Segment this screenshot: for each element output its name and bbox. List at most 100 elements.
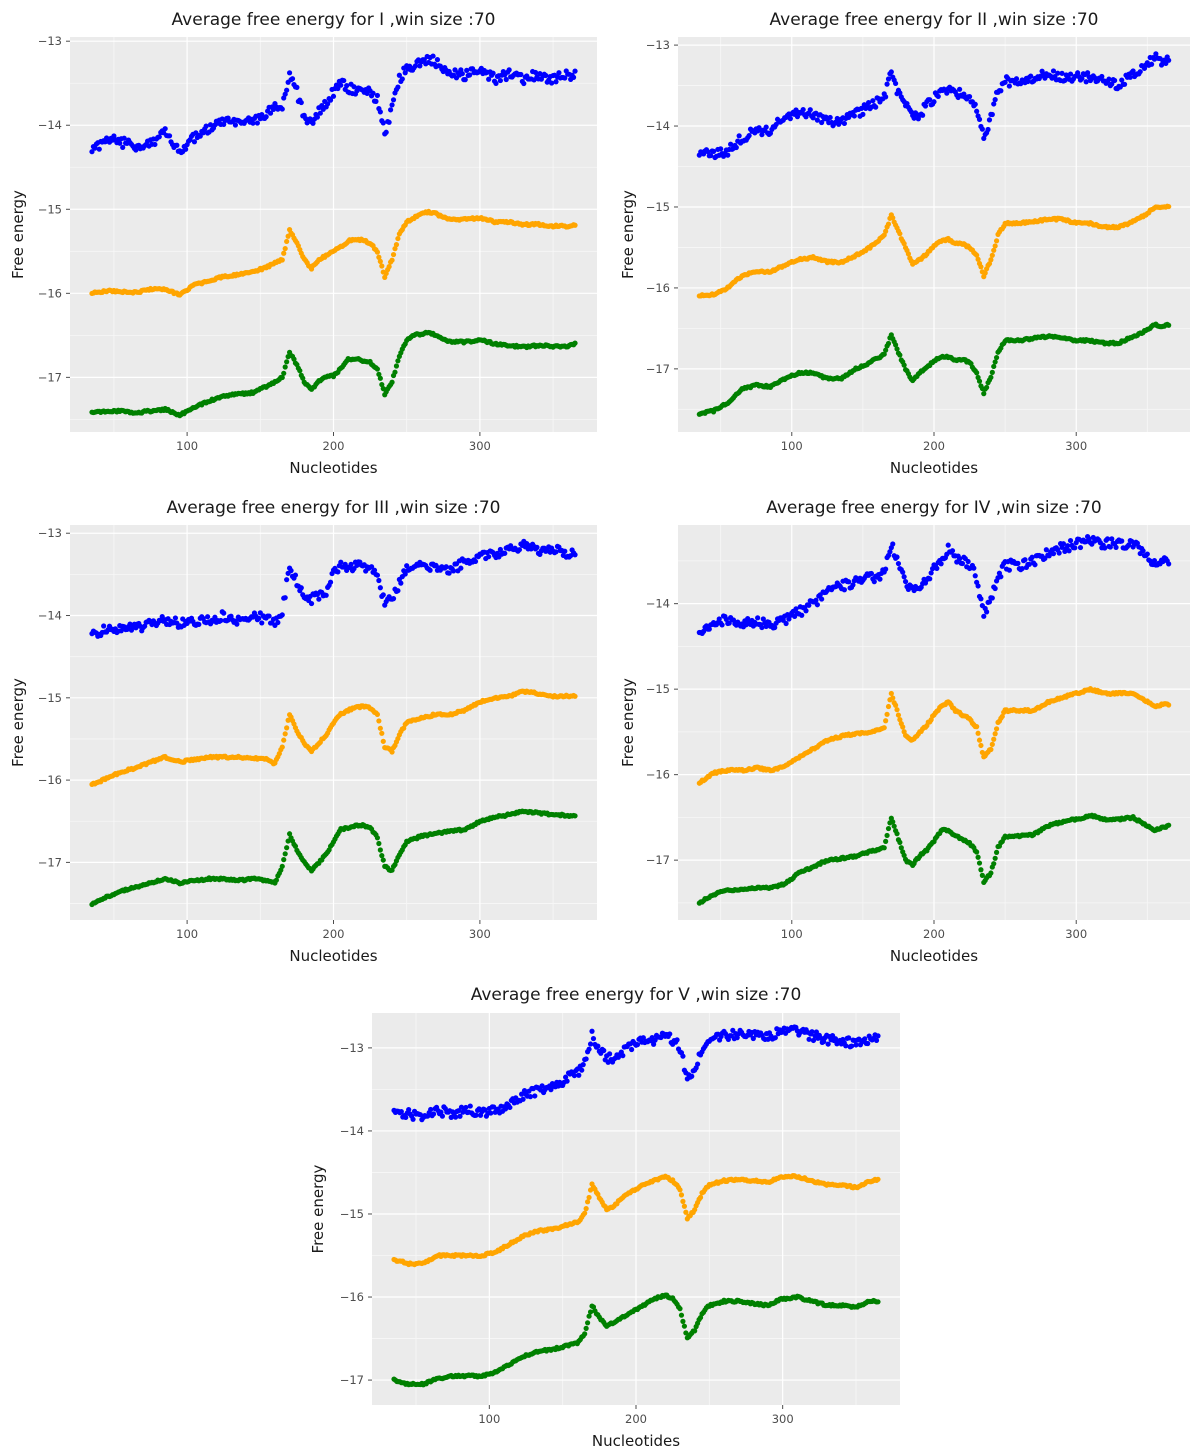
data-point [1137,69,1143,75]
x-tick-label: 300 [1065,439,1087,453]
data-point [787,116,793,122]
data-point [750,1035,756,1042]
data-point [281,370,287,376]
data-point [286,70,293,76]
data-point [289,76,296,82]
data-point [640,1035,646,1041]
data-point [667,1031,673,1037]
x-axis-label: Nucleotides [890,459,978,477]
data-point [502,1106,509,1112]
data-point [772,624,778,631]
data-point [431,1111,437,1117]
data-point [981,391,987,397]
data-point [455,1108,462,1114]
data-point [1043,547,1049,553]
data-point [897,231,903,237]
data-point [534,544,540,550]
data-point [1055,70,1061,76]
data-point [467,72,473,78]
data-point [585,1199,591,1205]
y-tick-label: −14 [646,119,670,133]
data-point [733,144,739,151]
data-point [862,1036,868,1042]
data-point [986,599,993,605]
data-point [395,358,401,364]
data-point [865,99,872,106]
data-point [583,1056,589,1062]
data-point [986,117,993,123]
data-point [279,863,285,869]
data-point [282,595,288,601]
data-point [993,726,1000,732]
y-axis-label: Free energy [9,678,27,767]
data-point [462,77,468,83]
data-point [920,112,926,118]
data-point [819,119,825,126]
data-point [281,857,287,863]
data-point [806,602,812,608]
data-point [870,98,876,104]
data-point [572,340,578,346]
data-point [402,571,408,577]
data-point [207,122,214,128]
data-point [583,1325,589,1331]
data-point [1119,538,1125,544]
data-point [890,819,896,825]
data-point [897,352,903,358]
data-point [374,835,381,841]
data-point [922,103,929,109]
series-2 [89,688,578,787]
data-point [900,569,906,575]
data-point [172,615,178,621]
data-point [250,120,256,126]
data-point [297,368,303,374]
y-tick-label: −14 [38,118,62,132]
data-point [1013,76,1020,82]
data-point [383,129,389,135]
chart-title: Average free energy for II ,win size :70 [770,10,1099,30]
data-point [396,72,402,78]
data-point [284,845,290,851]
data-point [203,123,209,129]
data-point [327,97,334,103]
data-point [992,243,998,249]
data-point [327,579,334,585]
data-point [992,359,998,365]
x-tick-label: 300 [1065,927,1087,941]
data-point [629,1046,635,1053]
data-point [387,107,394,113]
data-point [1050,68,1057,74]
series-1 [391,1024,881,1123]
data-point [486,554,492,560]
data-point [897,839,903,845]
data-point [490,70,496,76]
data-point [993,849,1000,855]
x-tick-label: 100 [176,439,198,453]
data-point [284,577,290,583]
data-point [873,104,879,110]
data-point [710,148,717,155]
data-point [991,861,997,867]
data-point [374,366,381,372]
data-point [981,135,987,141]
data-point [1050,551,1057,557]
y-tick-label: −15 [340,1207,364,1221]
data-point [395,84,401,90]
series-2 [391,1173,881,1268]
data-point [406,1106,412,1113]
data-point [1166,203,1172,210]
data-point [344,83,350,89]
data-point [1113,544,1119,550]
data-point [183,146,189,152]
data-point [972,101,978,107]
x-tick-label: 200 [323,439,345,453]
data-point [403,1114,409,1121]
data-point [697,1194,704,1200]
data-point [493,80,499,87]
data-point [292,572,299,578]
data-point [680,1198,686,1204]
series-3 [89,329,578,419]
data-point [898,845,904,851]
data-point [417,63,423,69]
data-point [911,115,917,121]
